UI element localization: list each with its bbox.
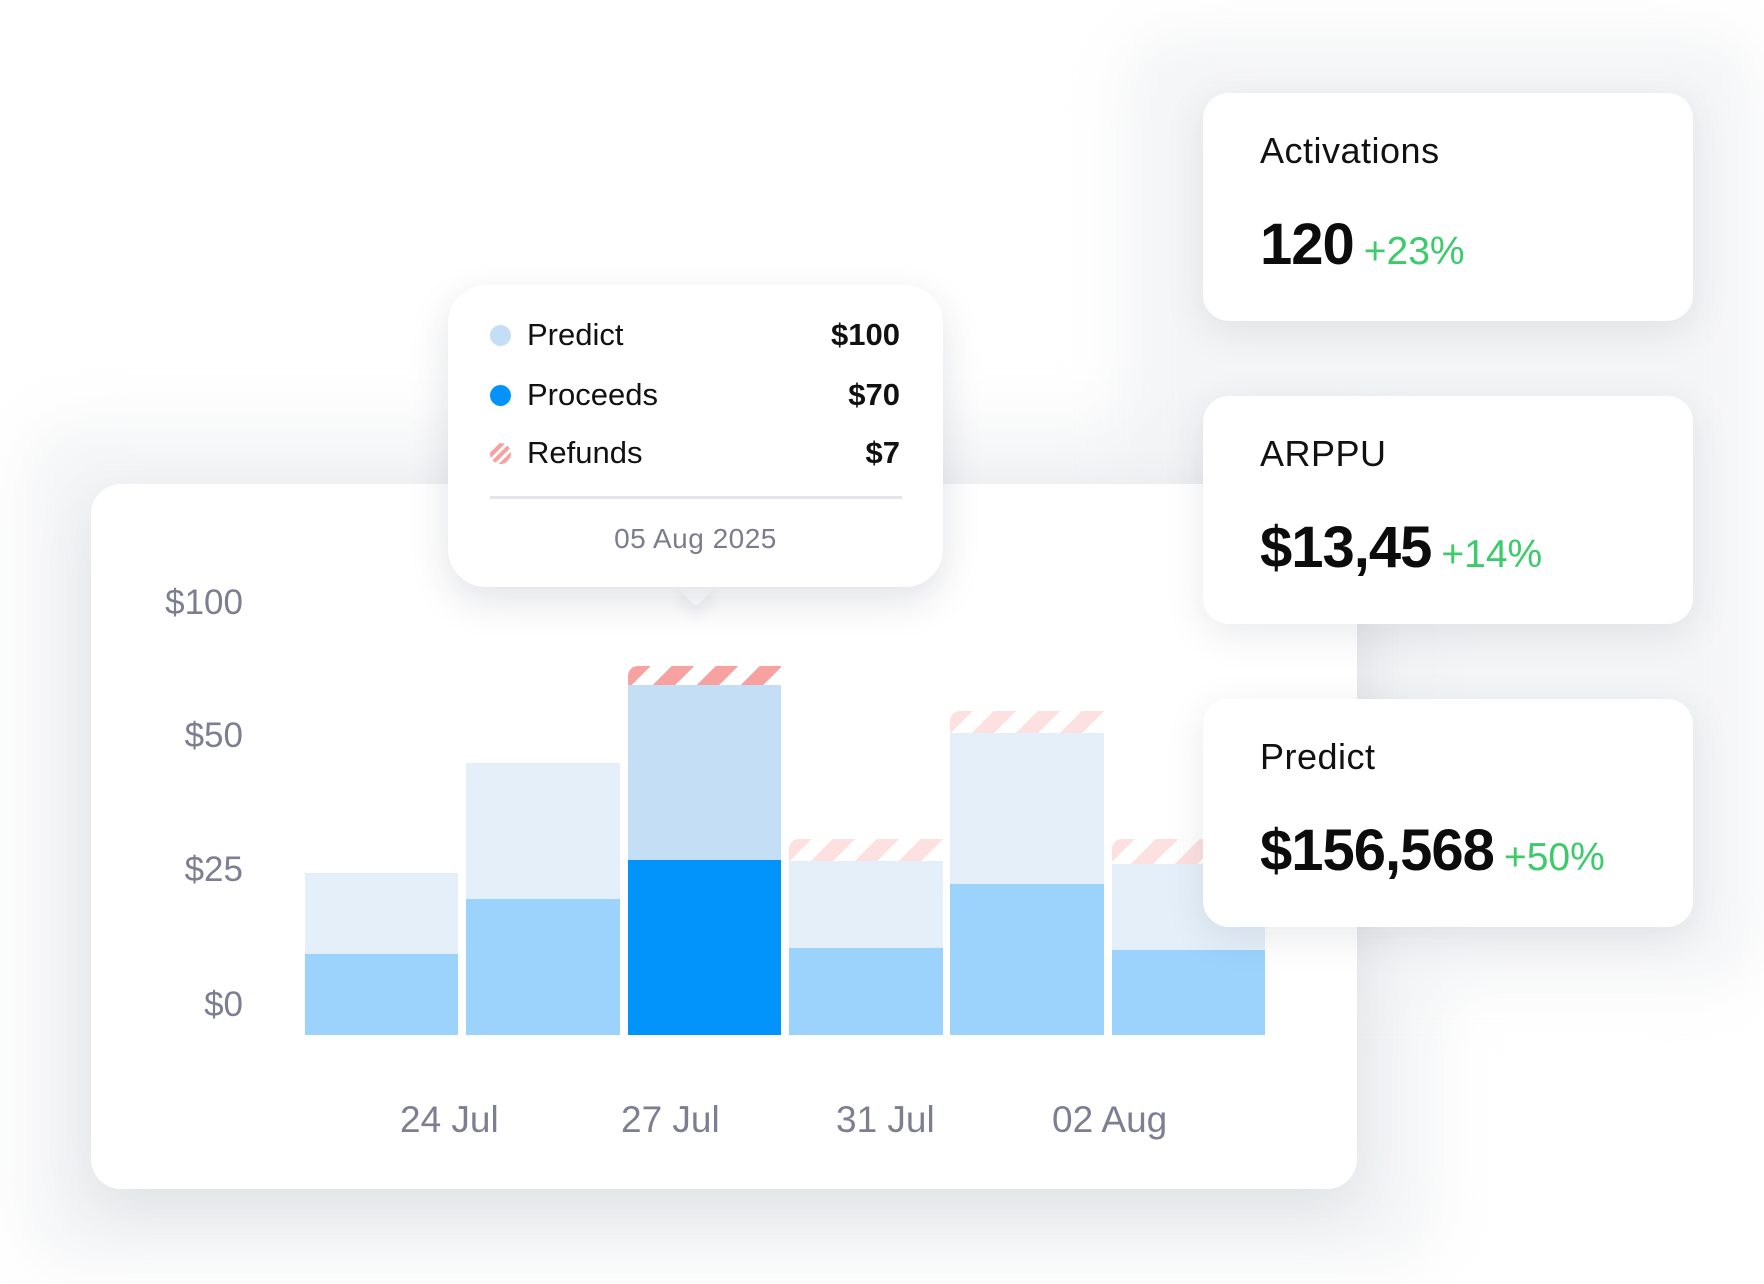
kpi-change: +23% bbox=[1363, 230, 1465, 273]
bar-segment-proceeds bbox=[628, 860, 781, 1035]
y-tick-label: $100 bbox=[165, 583, 243, 622]
tooltip-date: 05 Aug 2025 bbox=[614, 523, 777, 554]
kpi-change: +50% bbox=[1503, 836, 1605, 879]
tooltip-row-refunds: Refunds $7 bbox=[490, 433, 900, 473]
kpi-title: ARPPU bbox=[1260, 433, 1387, 474]
bar-segment-proceeds bbox=[1112, 950, 1265, 1035]
chart-bar[interactable] bbox=[628, 666, 781, 1035]
y-tick-label: $0 bbox=[204, 985, 243, 1024]
kpi-card-arppu: ARPPU $13,45 +14% bbox=[1203, 396, 1693, 624]
y-tick-label: $50 bbox=[184, 716, 243, 755]
chart-bar[interactable] bbox=[305, 873, 458, 1035]
bar-segment-predict bbox=[950, 733, 1104, 884]
y-axis: $100 $50 $25 $0 bbox=[93, 0, 243, 1284]
chart-bar[interactable] bbox=[466, 763, 620, 1035]
y-tick-label: $25 bbox=[184, 850, 243, 889]
proceeds-dot-icon bbox=[490, 385, 511, 406]
kpi-change: +14% bbox=[1441, 533, 1543, 576]
tooltip-row-predict: Predict $100 bbox=[490, 315, 900, 355]
x-tick-label: 24 Jul bbox=[400, 1099, 499, 1140]
x-tick-label: 31 Jul bbox=[836, 1099, 935, 1140]
kpi-value: $156,568 bbox=[1260, 818, 1495, 883]
kpi-value-row: 120 +23% bbox=[1260, 213, 1465, 284]
tooltip-value: $7 bbox=[865, 435, 900, 470]
kpi-card-activations: Activations 120 +23% bbox=[1203, 93, 1693, 321]
chart-tooltip: Predict $100 Proceeds $70 Refunds $7 05 … bbox=[448, 285, 943, 587]
chart-bar[interactable] bbox=[789, 839, 943, 1035]
bar-segment-refunds bbox=[789, 839, 943, 861]
bar-segment-proceeds bbox=[305, 954, 458, 1035]
bar-segment-refunds bbox=[628, 666, 781, 685]
chart-bar[interactable] bbox=[950, 711, 1104, 1035]
kpi-card-predict: Predict $156,568 +50% bbox=[1203, 699, 1693, 927]
kpi-value: 120 bbox=[1260, 212, 1355, 277]
bar-segment-proceeds bbox=[789, 948, 943, 1035]
bar-segment-proceeds bbox=[950, 884, 1104, 1035]
x-tick-label: 02 Aug bbox=[1052, 1099, 1168, 1140]
kpi-title: Activations bbox=[1260, 130, 1440, 171]
refunds-striped-dot-icon bbox=[490, 443, 511, 464]
bar-segment-predict bbox=[628, 685, 781, 860]
bar-segment-predict bbox=[789, 861, 943, 948]
tooltip-label: Refunds bbox=[527, 435, 643, 470]
kpi-value-row: $13,45 +14% bbox=[1260, 516, 1542, 587]
bar-segment-predict bbox=[305, 873, 458, 954]
kpi-value: $13,45 bbox=[1260, 515, 1432, 580]
predict-dot-icon bbox=[490, 325, 511, 346]
bar-segment-proceeds bbox=[466, 899, 620, 1035]
tooltip-label: Predict bbox=[527, 317, 624, 352]
tooltip-value: $100 bbox=[831, 317, 900, 352]
tooltip-row-proceeds: Proceeds $70 bbox=[490, 375, 900, 415]
kpi-title: Predict bbox=[1260, 736, 1376, 777]
bar-segment-refunds bbox=[950, 711, 1104, 733]
x-tick-label: 27 Jul bbox=[621, 1099, 720, 1140]
tooltip-divider bbox=[490, 496, 902, 499]
kpi-value-row: $156,568 +50% bbox=[1260, 819, 1605, 890]
bar-segment-predict bbox=[466, 763, 620, 899]
tooltip-value: $70 bbox=[848, 377, 900, 412]
tooltip-label: Proceeds bbox=[527, 377, 658, 412]
